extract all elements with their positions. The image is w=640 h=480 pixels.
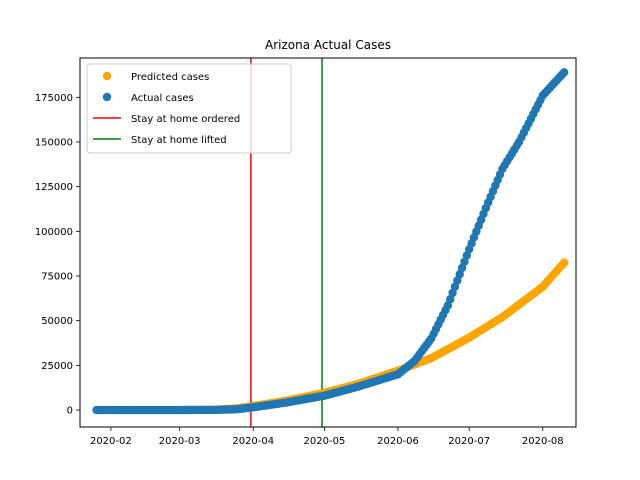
legend-label-vline-0: Stay at home ordered (131, 114, 240, 125)
y-tick-label-0: 0 (67, 406, 73, 417)
y-tick-label-1: 25000 (41, 361, 73, 372)
y-tick-label-4: 100000 (35, 227, 73, 238)
y-tick-label-7: 175000 (35, 93, 73, 104)
series-0-point-197 (559, 258, 569, 267)
y-tick-label-2: 50000 (41, 316, 73, 327)
legend: Predicted cases Actual cases Stay at home … (86, 63, 292, 154)
chart-title: Arizona Actual Cases (265, 38, 391, 52)
legend-marker-series-0 (102, 71, 112, 81)
x-axis: 2020-02 2020-03 2020-04 2020-05 2020-06 2020-… (90, 427, 564, 447)
x-tick-label-4: 2020-06 (377, 436, 419, 447)
legend-label-series-1: Actual cases (131, 93, 194, 104)
x-tick-label-3: 2020-05 (304, 436, 346, 447)
y-tick-label-3: 75000 (41, 272, 73, 283)
x-tick-label-6: 2020-08 (522, 436, 564, 447)
plot-area (92, 58, 569, 427)
y-axis: 0 25000 50000 75000 100000 125000 150000 175000 (35, 93, 80, 417)
legend-box (86, 63, 292, 154)
legend-marker-series-1 (102, 92, 112, 102)
x-tick-label-1: 2020-03 (159, 436, 201, 447)
legend-label-series-0: Predicted cases (131, 72, 209, 83)
series-1-point-197 (559, 68, 569, 77)
x-tick-label-2: 2020-04 (232, 436, 274, 447)
y-tick-label-5: 125000 (35, 182, 73, 193)
x-tick-label-5: 2020-07 (448, 436, 490, 447)
legend-label-vline-1: Stay at home lifted (131, 135, 227, 146)
x-tick-label-0: 2020-02 (90, 436, 132, 447)
y-tick-label-6: 150000 (35, 137, 73, 148)
axes-frame (79, 57, 577, 428)
